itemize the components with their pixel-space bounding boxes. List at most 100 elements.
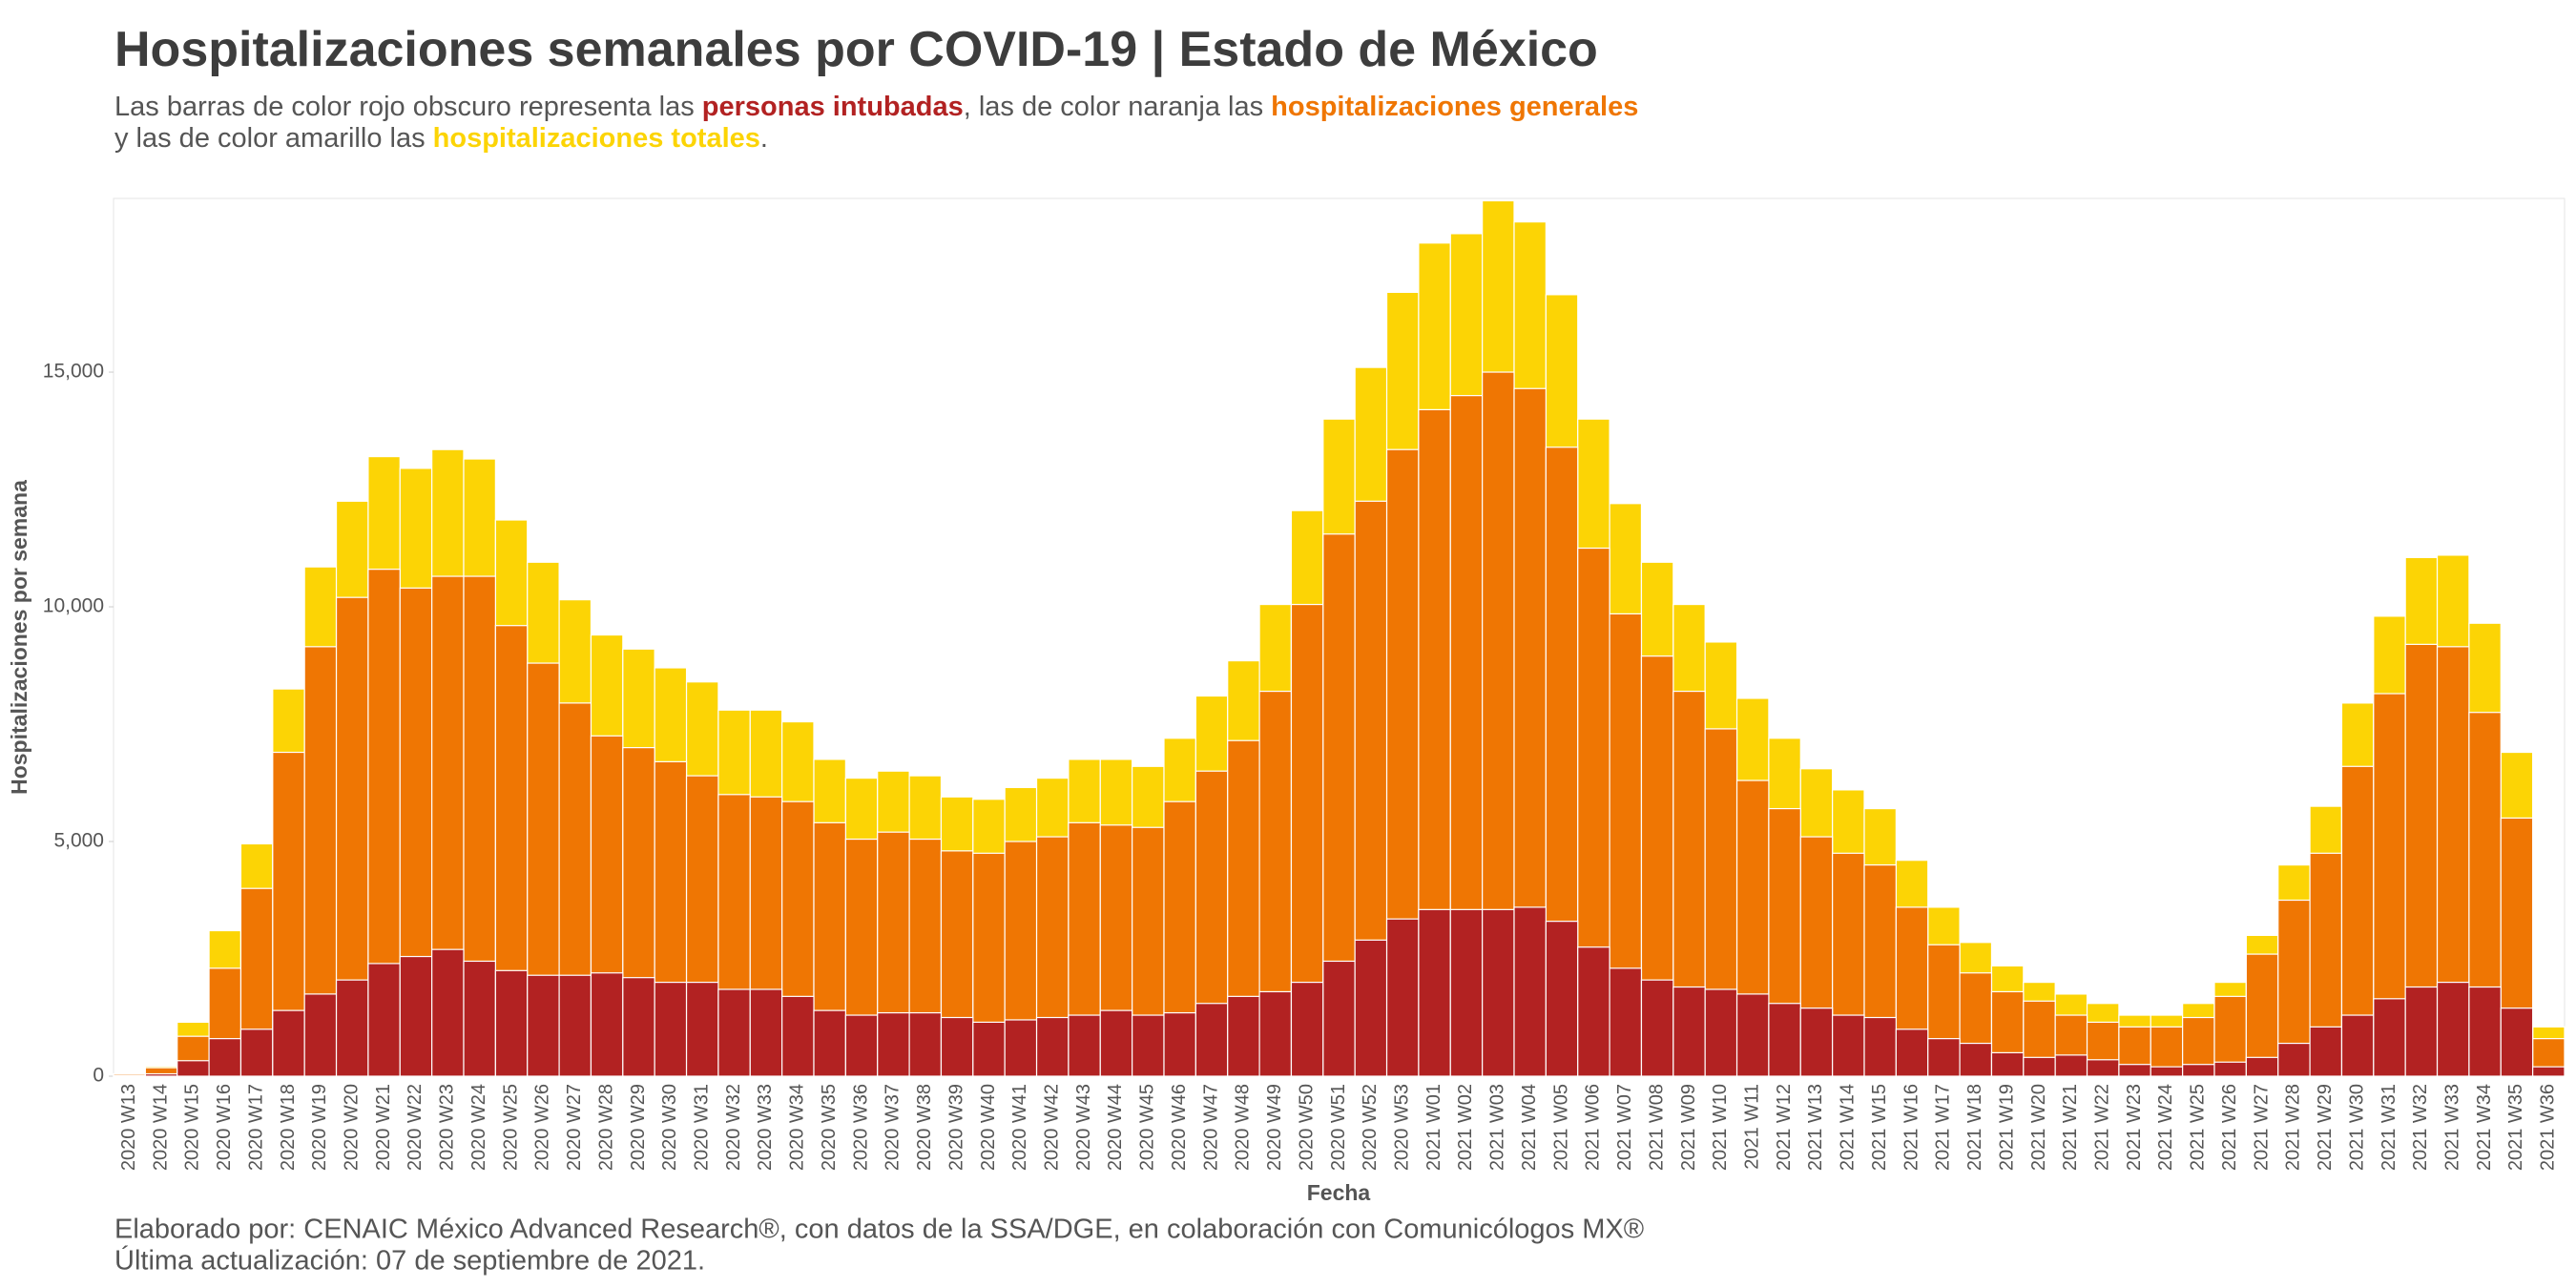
bar — [2182, 1064, 2215, 1077]
x-tick-label: 2021 W24 — [2155, 1084, 2176, 1171]
x-tick-label: 2020 W13 — [118, 1084, 139, 1171]
x-tick-label: 2021 W36 — [2538, 1084, 2559, 1171]
x-tick-label: 2020 W52 — [1360, 1084, 1381, 1171]
x-tick-label: 2021 W10 — [1710, 1084, 1731, 1171]
bar — [1927, 1038, 1961, 1077]
x-tick-label: 2021 W11 — [1742, 1084, 1763, 1170]
x-tick-label: 2020 W51 — [1328, 1084, 1349, 1171]
x-tick-label: 2021 W35 — [2505, 1084, 2526, 1171]
bar — [2373, 998, 2406, 1077]
bar — [208, 1038, 242, 1077]
bar — [2118, 1064, 2151, 1077]
bar — [1449, 908, 1484, 1077]
x-tick-label: 2021 W34 — [2474, 1084, 2495, 1171]
footer-text: Elaborado por: CENAIC México Advanced Re… — [114, 1215, 1644, 1245]
x-tick-label: 2020 W43 — [1073, 1084, 1094, 1171]
x-tick-label: 2020 W38 — [914, 1084, 935, 1171]
x-tick-label: 2021 W14 — [1838, 1084, 1859, 1171]
bar — [877, 1011, 910, 1077]
bar — [1577, 946, 1610, 1077]
bar — [431, 948, 465, 1077]
bar — [1132, 1014, 1165, 1077]
bar — [1418, 908, 1451, 1077]
x-tick-label: 2021 W06 — [1583, 1084, 1604, 1171]
x-tick-label: 2021 W27 — [2251, 1084, 2272, 1171]
x-tick-label: 2020 W29 — [628, 1084, 649, 1171]
y-tick-label: 0 — [93, 1065, 104, 1087]
x-tick-label: 2021 W17 — [1933, 1084, 1954, 1171]
subtitle: Las barras de color rojo obscuro represe… — [114, 92, 2500, 155]
x-tick-label: 2021 W30 — [2346, 1084, 2367, 1171]
bar — [1832, 1014, 1865, 1077]
bar — [1735, 993, 1770, 1077]
x-tick-label: 2020 W32 — [723, 1084, 744, 1171]
x-tick-label: 2021 W01 — [1423, 1084, 1444, 1171]
x-tick-label: 2020 W41 — [1009, 1084, 1030, 1171]
bar — [463, 960, 496, 1077]
bar — [1672, 986, 1706, 1077]
bar — [940, 1016, 974, 1077]
bar — [2532, 1066, 2566, 1077]
bar — [1704, 988, 1738, 1077]
x-tick-label: 2020 W33 — [755, 1084, 776, 1171]
x-tick-label: 2021 W15 — [1869, 1084, 1890, 1171]
bar — [1959, 1042, 1993, 1077]
x-tick-label: 2021 W07 — [1614, 1084, 1635, 1171]
x-tick-label: 2020 W37 — [883, 1084, 904, 1171]
bar — [590, 972, 624, 1077]
x-tick-label: 2020 W36 — [850, 1084, 871, 1171]
bar — [494, 969, 529, 1077]
bar — [2086, 1059, 2120, 1077]
bar — [527, 974, 560, 1077]
bar — [844, 1014, 879, 1077]
x-tick-label: 2021 W23 — [2124, 1084, 2145, 1171]
x-tick-label: 2020 W44 — [1105, 1084, 1126, 1171]
y-tick-label: 10,000 — [43, 595, 104, 617]
bar — [303, 993, 338, 1077]
x-axis-label: Fecha — [1307, 1180, 1371, 1205]
bar — [685, 982, 719, 1077]
bar — [399, 955, 433, 1077]
x-tick-label: 2020 W42 — [1042, 1084, 1063, 1171]
bar — [1163, 1011, 1196, 1077]
bar — [335, 979, 369, 1077]
footer-text: Última actualización: 07 de septiembre d… — [114, 1245, 705, 1277]
legend-entry: hospitalizaciones totales — [432, 123, 760, 154]
x-tick-label: 2020 W14 — [150, 1084, 171, 1171]
x-tick-label: 2020 W21 — [373, 1084, 394, 1171]
x-tick-label: 2021 W16 — [1901, 1084, 1922, 1171]
bar — [558, 974, 592, 1077]
x-tick-label: 2020 W40 — [978, 1084, 999, 1171]
bar — [2500, 1008, 2534, 1077]
x-tick-label: 2021 W09 — [1678, 1084, 1699, 1171]
bar — [144, 1072, 178, 1077]
bar — [2150, 1066, 2184, 1077]
x-tick-label: 2020 W22 — [405, 1084, 426, 1171]
bar — [1609, 967, 1643, 1077]
x-tick-label: 2020 W28 — [595, 1084, 616, 1171]
bar — [1513, 906, 1547, 1077]
legend-entry: hospitalizaciones generales — [1271, 92, 1639, 122]
x-tick-label: 2020 W48 — [1233, 1084, 1254, 1171]
subtitle-text: . — [759, 123, 768, 154]
x-tick-label: 2020 W39 — [945, 1084, 966, 1171]
x-tick-label: 2020 W16 — [214, 1084, 235, 1171]
bar — [272, 1009, 305, 1077]
x-tick-label: 2020 W46 — [1169, 1084, 1190, 1171]
bar — [2436, 982, 2470, 1077]
bar — [1290, 982, 1324, 1077]
x-tick-label: 2021 W12 — [1774, 1084, 1795, 1171]
x-tick-label: 2020 W25 — [500, 1084, 521, 1171]
y-axis-label: Hospitalizaciones por semana — [7, 480, 31, 795]
x-tick-label: 2020 W27 — [564, 1084, 585, 1171]
y-tick-label: 5,000 — [53, 830, 104, 852]
bar — [1195, 1003, 1229, 1077]
bar — [717, 988, 751, 1077]
subtitle-text: y las de color amarillo las — [114, 123, 433, 154]
bar — [813, 1009, 846, 1077]
x-tick-label: 2020 W49 — [1264, 1084, 1285, 1171]
x-tick-label: 2021 W08 — [1646, 1084, 1667, 1171]
bar — [622, 977, 655, 1077]
bar — [1990, 1051, 2025, 1077]
